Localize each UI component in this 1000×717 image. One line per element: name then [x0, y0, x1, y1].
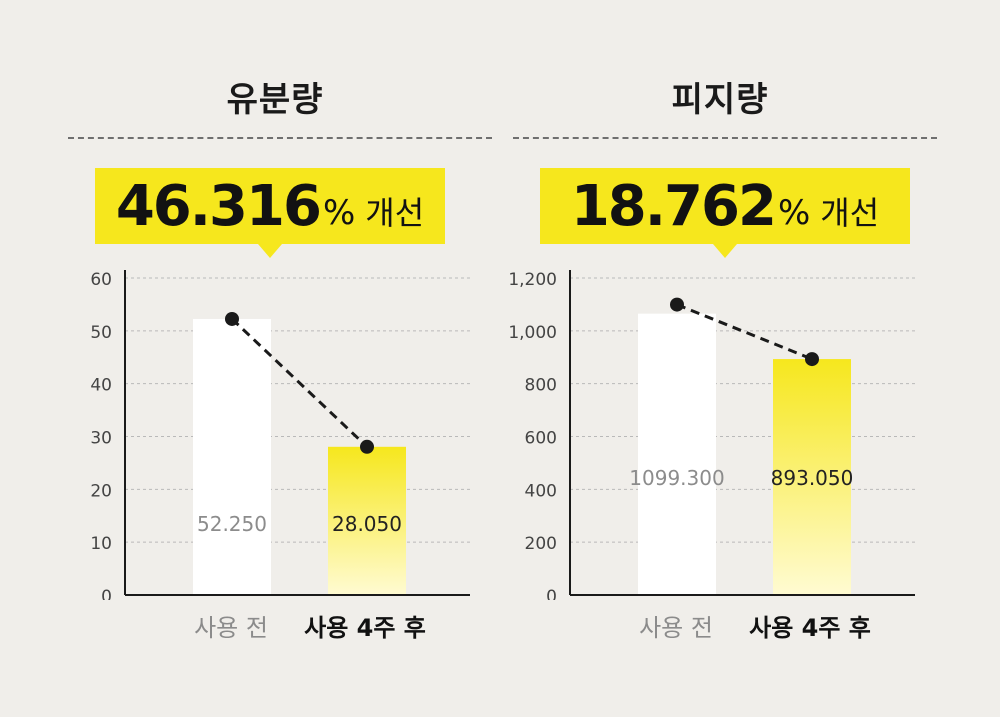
- improvement-text: 개선: [820, 194, 880, 232]
- y-tick-label: 200: [525, 534, 557, 554]
- bar-before: [193, 318, 271, 595]
- y-tick-label: 40: [90, 376, 112, 396]
- x-label-after: 사용 4주 후: [749, 614, 871, 642]
- bar-chart: 0 200 400 600 800 1,000 1,200 1099.300 893.050: [508, 270, 915, 600]
- y-tick-label: 30: [90, 429, 112, 449]
- y-tick-label: 0: [101, 587, 112, 600]
- data-label: 52.250: [197, 512, 267, 536]
- y-tick-label: 50: [90, 323, 112, 343]
- title-divider: [513, 137, 937, 139]
- improvement-badge: 46.316 % 개선: [95, 168, 445, 258]
- improvement-text: 개선: [365, 194, 425, 232]
- y-tick-label: 1,000: [508, 323, 557, 343]
- data-label: 28.050: [332, 512, 402, 536]
- bar-before: [638, 313, 716, 595]
- improvement-unit: %: [322, 193, 356, 233]
- trend-point: [225, 311, 239, 326]
- trend-point: [360, 439, 374, 454]
- bar-chart: 0 10 20 30 40 50 60 52.250 28.050: [90, 270, 470, 600]
- y-tick-label: 800: [525, 376, 557, 396]
- y-tick-label: 10: [90, 534, 112, 554]
- improvement-value: 46.316: [115, 173, 322, 239]
- data-label: 893.050: [771, 466, 854, 490]
- chart-panel-sebum: 피지량 18.762 % 개선 0 200 400 600 800 1,000 1,200 1…: [485, 0, 955, 717]
- trend-point: [805, 352, 819, 367]
- trend-line: [676, 303, 813, 361]
- y-tick-label: 400: [525, 481, 557, 501]
- data-label: 1099.300: [629, 466, 724, 490]
- bar-after: [773, 359, 851, 595]
- bar-after: [328, 446, 406, 595]
- chart-panel-oil: 유분량 46.316 % 개선 0 10 20 30 40 50 60 52.250 28.05…: [40, 0, 510, 717]
- y-tick-label: 1,200: [508, 270, 557, 290]
- x-label-before: 사용 전: [639, 614, 713, 642]
- improvement-badge: 18.762 % 개선: [540, 168, 910, 258]
- trend-line: [230, 317, 369, 448]
- improvement-value: 18.762: [570, 173, 777, 239]
- y-tick-label: 20: [90, 481, 112, 501]
- y-tick-label: 60: [90, 270, 112, 290]
- y-tick-label: 0: [546, 587, 557, 600]
- chart-title: 피지량: [671, 80, 769, 120]
- chart-title: 유분량: [226, 80, 324, 120]
- trend-point: [670, 297, 684, 312]
- x-label-before: 사용 전: [194, 614, 268, 642]
- title-divider: [68, 137, 492, 139]
- y-tick-label: 600: [525, 429, 557, 449]
- x-label-after: 사용 4주 후: [304, 614, 426, 642]
- improvement-unit: %: [777, 193, 811, 233]
